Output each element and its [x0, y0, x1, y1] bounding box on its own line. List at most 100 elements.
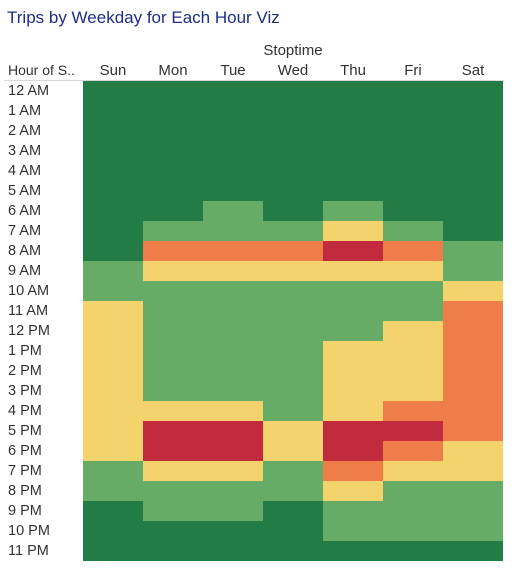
heatmap-cell[interactable]	[263, 141, 323, 161]
heatmap-cell[interactable]	[203, 281, 263, 301]
heatmap-cell[interactable]	[263, 381, 323, 401]
heatmap-cell[interactable]	[143, 121, 203, 141]
heatmap-cell[interactable]	[263, 501, 323, 521]
heatmap-cell[interactable]	[383, 381, 443, 401]
heatmap-cell[interactable]	[383, 261, 443, 281]
heatmap-cell[interactable]	[143, 441, 203, 461]
heatmap-cell[interactable]	[383, 201, 443, 221]
heatmap-cell[interactable]	[143, 141, 203, 161]
heatmap-cell[interactable]	[443, 301, 503, 321]
heatmap-cell[interactable]	[83, 401, 143, 421]
heatmap-cell[interactable]	[203, 401, 263, 421]
heatmap-cell[interactable]	[323, 141, 383, 161]
heatmap-cell[interactable]	[323, 341, 383, 361]
heatmap-cell[interactable]	[83, 121, 143, 141]
heatmap-cell[interactable]	[143, 381, 203, 401]
heatmap-cell[interactable]	[443, 141, 503, 161]
heatmap-cell[interactable]	[263, 201, 323, 221]
heatmap-cell[interactable]	[83, 81, 143, 101]
heatmap-cell[interactable]	[383, 481, 443, 501]
heatmap-cell[interactable]	[263, 101, 323, 121]
heatmap-cell[interactable]	[203, 541, 263, 561]
heatmap-cell[interactable]	[323, 541, 383, 561]
heatmap-cell[interactable]	[323, 301, 383, 321]
heatmap-cell[interactable]	[263, 461, 323, 481]
heatmap-cell[interactable]	[443, 501, 503, 521]
heatmap-cell[interactable]	[83, 321, 143, 341]
heatmap-cell[interactable]	[83, 101, 143, 121]
heatmap-cell[interactable]	[263, 321, 323, 341]
heatmap-cell[interactable]	[443, 361, 503, 381]
heatmap-cell[interactable]	[83, 281, 143, 301]
heatmap-cell[interactable]	[143, 221, 203, 241]
heatmap-cell[interactable]	[323, 121, 383, 141]
heatmap-cell[interactable]	[443, 521, 503, 541]
heatmap-cell[interactable]	[383, 501, 443, 521]
heatmap-cell[interactable]	[203, 501, 263, 521]
heatmap-cell[interactable]	[263, 361, 323, 381]
heatmap-cell[interactable]	[83, 421, 143, 441]
heatmap-cell[interactable]	[143, 501, 203, 521]
heatmap-cell[interactable]	[203, 381, 263, 401]
heatmap-cell[interactable]	[263, 121, 323, 141]
heatmap-cell[interactable]	[323, 81, 383, 101]
heatmap-cell[interactable]	[443, 181, 503, 201]
heatmap-cell[interactable]	[323, 401, 383, 421]
heatmap-cell[interactable]	[443, 201, 503, 221]
heatmap-cell[interactable]	[383, 121, 443, 141]
heatmap-cell[interactable]	[263, 221, 323, 241]
heatmap-cell[interactable]	[443, 441, 503, 461]
heatmap-cell[interactable]	[443, 461, 503, 481]
heatmap-cell[interactable]	[323, 281, 383, 301]
heatmap-cell[interactable]	[443, 321, 503, 341]
heatmap-cell[interactable]	[203, 81, 263, 101]
heatmap-cell[interactable]	[83, 181, 143, 201]
heatmap-cell[interactable]	[443, 101, 503, 121]
heatmap-cell[interactable]	[323, 381, 383, 401]
heatmap-cell[interactable]	[383, 321, 443, 341]
heatmap-cell[interactable]	[143, 281, 203, 301]
heatmap-cell[interactable]	[143, 161, 203, 181]
heatmap-cell[interactable]	[83, 301, 143, 321]
heatmap-cell[interactable]	[203, 341, 263, 361]
heatmap-cell[interactable]	[143, 101, 203, 121]
heatmap-cell[interactable]	[443, 341, 503, 361]
heatmap-cell[interactable]	[143, 541, 203, 561]
heatmap-cell[interactable]	[83, 221, 143, 241]
heatmap-cell[interactable]	[203, 141, 263, 161]
heatmap-cell[interactable]	[263, 541, 323, 561]
heatmap-cell[interactable]	[143, 261, 203, 281]
heatmap-cell[interactable]	[383, 241, 443, 261]
heatmap-cell[interactable]	[323, 181, 383, 201]
heatmap-cell[interactable]	[203, 201, 263, 221]
heatmap-cell[interactable]	[143, 241, 203, 261]
heatmap-cell[interactable]	[203, 441, 263, 461]
heatmap-cell[interactable]	[83, 541, 143, 561]
heatmap-cell[interactable]	[443, 241, 503, 261]
heatmap-cell[interactable]	[83, 521, 143, 541]
heatmap-cell[interactable]	[203, 241, 263, 261]
heatmap-cell[interactable]	[143, 81, 203, 101]
heatmap-cell[interactable]	[83, 361, 143, 381]
heatmap-cell[interactable]	[323, 501, 383, 521]
heatmap-cell[interactable]	[323, 261, 383, 281]
heatmap-cell[interactable]	[203, 101, 263, 121]
heatmap-cell[interactable]	[383, 361, 443, 381]
heatmap-cell[interactable]	[443, 221, 503, 241]
heatmap-cell[interactable]	[83, 481, 143, 501]
heatmap-cell[interactable]	[443, 161, 503, 181]
heatmap-cell[interactable]	[203, 361, 263, 381]
heatmap-cell[interactable]	[203, 261, 263, 281]
heatmap-cell[interactable]	[143, 321, 203, 341]
heatmap-cell[interactable]	[143, 181, 203, 201]
heatmap-cell[interactable]	[383, 141, 443, 161]
heatmap-cell[interactable]	[143, 521, 203, 541]
heatmap-cell[interactable]	[323, 321, 383, 341]
heatmap-cell[interactable]	[83, 241, 143, 261]
heatmap-cell[interactable]	[443, 481, 503, 501]
heatmap-cell[interactable]	[203, 221, 263, 241]
heatmap-cell[interactable]	[323, 201, 383, 221]
heatmap-cell[interactable]	[383, 341, 443, 361]
heatmap-cell[interactable]	[143, 461, 203, 481]
heatmap-cell[interactable]	[263, 441, 323, 461]
